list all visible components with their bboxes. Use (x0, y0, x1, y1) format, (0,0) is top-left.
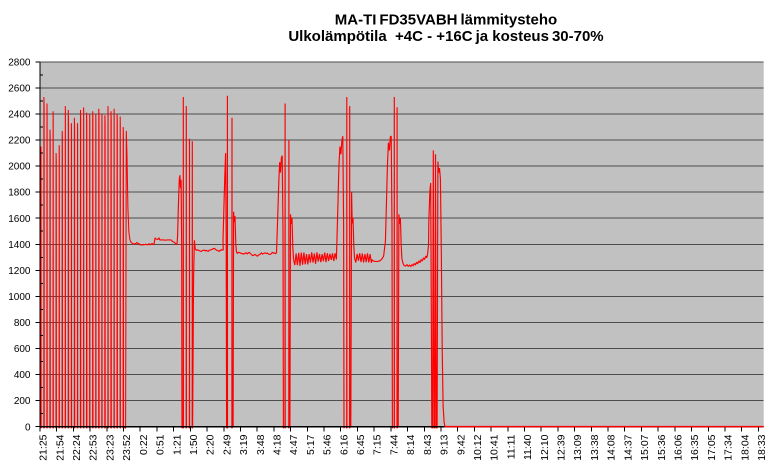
svg-text:4:47: 4:47 (288, 434, 300, 455)
svg-text:16:06: 16:06 (672, 434, 684, 460)
svg-text:17:05: 17:05 (706, 434, 718, 460)
svg-text:6:16: 6:16 (338, 434, 350, 455)
svg-text:10:41: 10:41 (489, 434, 501, 460)
svg-text:0:22: 0:22 (138, 434, 150, 455)
svg-text:12:10: 12:10 (539, 434, 551, 460)
svg-text:0:51: 0:51 (155, 434, 167, 455)
svg-text:MA-TI FD35VABH lämmitysteho: MA-TI FD35VABH lämmitysteho (335, 12, 557, 29)
svg-text:1000: 1000 (8, 292, 31, 303)
svg-text:13:09: 13:09 (572, 434, 584, 460)
svg-text:8:14: 8:14 (405, 434, 417, 455)
svg-text:200: 200 (14, 396, 31, 407)
svg-text:2000: 2000 (8, 162, 31, 173)
svg-text:4:18: 4:18 (272, 434, 284, 455)
svg-text:1600: 1600 (8, 214, 31, 225)
svg-text:11:11: 11:11 (505, 434, 517, 459)
svg-text:800: 800 (14, 318, 31, 329)
svg-text:6:45: 6:45 (355, 434, 367, 455)
svg-text:14:08: 14:08 (606, 434, 618, 460)
svg-text:1:21: 1:21 (171, 434, 183, 455)
svg-text:22:24: 22:24 (71, 434, 83, 460)
svg-text:18:04: 18:04 (739, 434, 751, 460)
svg-text:21:54: 21:54 (54, 434, 66, 460)
svg-text:12:39: 12:39 (556, 434, 568, 460)
svg-text:15:36: 15:36 (656, 434, 668, 460)
svg-text:21:25: 21:25 (38, 434, 50, 460)
svg-text:600: 600 (14, 344, 31, 355)
svg-text:2800: 2800 (8, 57, 31, 68)
svg-text:0: 0 (25, 422, 31, 433)
svg-text:10:12: 10:12 (472, 434, 484, 460)
svg-text:1200: 1200 (8, 266, 31, 277)
svg-text:2600: 2600 (8, 83, 31, 94)
svg-text:18:33: 18:33 (756, 434, 768, 460)
svg-text:16:35: 16:35 (689, 434, 701, 460)
svg-text:2400: 2400 (8, 110, 31, 121)
svg-text:7:15: 7:15 (372, 434, 384, 455)
svg-text:1400: 1400 (8, 240, 31, 251)
svg-text:7:44: 7:44 (388, 434, 400, 455)
svg-text:2:20: 2:20 (205, 434, 217, 455)
svg-text:Ulkolämpötila +4C - +16C ja k: Ulkolämpötila +4C - +16C ja kosteus 30-7… (288, 28, 603, 45)
svg-text:9:13: 9:13 (439, 434, 451, 455)
svg-text:400: 400 (14, 370, 31, 381)
svg-text:22:53: 22:53 (88, 434, 100, 460)
svg-text:17:34: 17:34 (723, 434, 735, 460)
svg-text:14:37: 14:37 (622, 434, 634, 460)
svg-text:1:50: 1:50 (188, 434, 200, 455)
svg-text:23:52: 23:52 (121, 434, 133, 460)
svg-text:15:07: 15:07 (639, 434, 651, 460)
svg-text:3:48: 3:48 (255, 434, 267, 455)
svg-text:5:46: 5:46 (322, 434, 334, 455)
svg-text:13:38: 13:38 (589, 434, 601, 460)
svg-text:8:43: 8:43 (422, 434, 434, 455)
svg-text:11:40: 11:40 (522, 434, 534, 460)
svg-text:2:49: 2:49 (221, 434, 233, 455)
svg-text:2200: 2200 (8, 136, 31, 147)
svg-text:23:23: 23:23 (104, 434, 116, 460)
svg-text:9:42: 9:42 (455, 434, 467, 455)
svg-text:3:19: 3:19 (238, 434, 250, 455)
svg-text:5:17: 5:17 (305, 434, 317, 455)
svg-text:1800: 1800 (8, 188, 31, 199)
